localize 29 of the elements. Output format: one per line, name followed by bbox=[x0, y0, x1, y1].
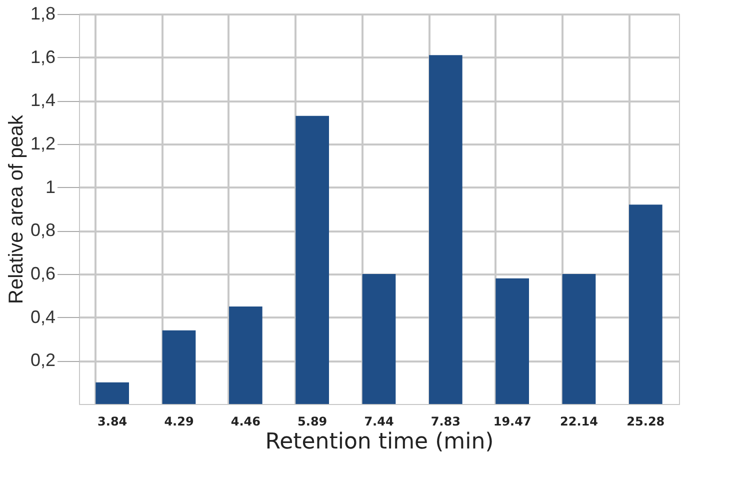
x-tick-label: 7.44 bbox=[364, 414, 394, 428]
y-tick-label: 1,4 bbox=[30, 90, 56, 110]
x-tick-label: 7.83 bbox=[430, 414, 460, 428]
y-tick-label: 0,6 bbox=[30, 264, 56, 284]
y-tick-label: 1,6 bbox=[30, 46, 56, 67]
bar bbox=[429, 55, 462, 404]
y-tick-label: 1,8 bbox=[30, 4, 56, 24]
bar bbox=[296, 116, 329, 404]
x-tick-label: 5.89 bbox=[298, 414, 328, 428]
y-tick-label: 0,8 bbox=[30, 220, 56, 240]
x-tick-label: 4.29 bbox=[164, 414, 194, 428]
x-tick-label: 3.84 bbox=[98, 414, 128, 428]
x-tick-label: 19.47 bbox=[493, 414, 532, 428]
y-tick-label: 0,2 bbox=[30, 350, 56, 370]
bar bbox=[362, 274, 396, 404]
y-axis-title: Relative area of peak bbox=[5, 114, 28, 304]
y-tick-label: 1,2 bbox=[30, 134, 56, 154]
x-tick-label: 25.28 bbox=[626, 414, 665, 428]
y-tick-label: 0,4 bbox=[30, 306, 56, 327]
bar bbox=[496, 278, 529, 404]
x-tick-label: 22.14 bbox=[560, 414, 598, 428]
bar bbox=[562, 274, 596, 404]
bar bbox=[629, 204, 662, 404]
bar bbox=[229, 306, 262, 404]
y-tick-label: 1 bbox=[45, 176, 56, 197]
bar bbox=[162, 330, 196, 404]
x-tick-label: 4.46 bbox=[230, 414, 260, 428]
x-axis-title: Retention time (min) bbox=[265, 430, 494, 454]
bar bbox=[96, 382, 129, 404]
